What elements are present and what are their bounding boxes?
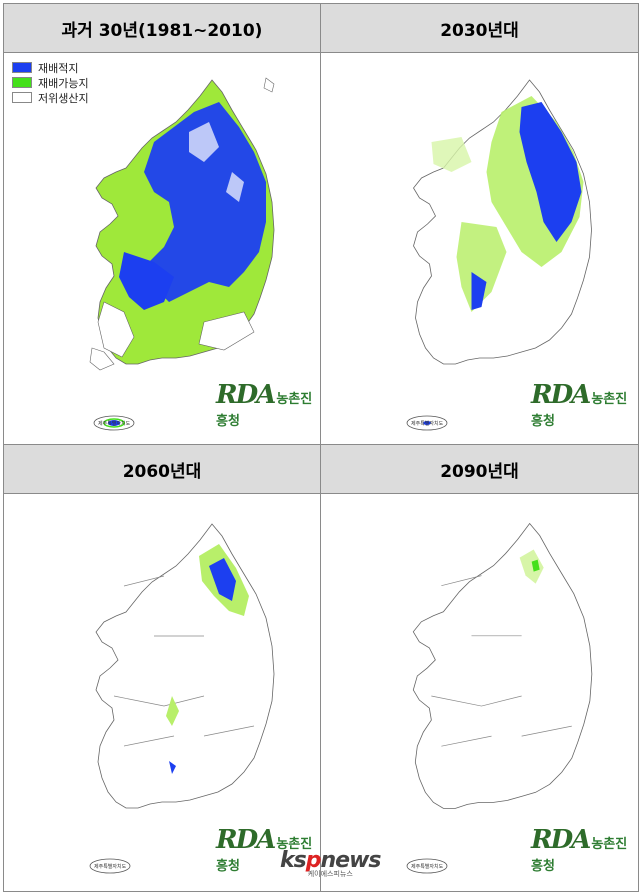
rda-logo: RDA 농촌진흥청 (531, 380, 638, 429)
legend-swatch-possible (12, 77, 32, 88)
suitability-map-2030s (413, 79, 592, 365)
panel-2060s: 2060년대 RDA 농촌진흥청 제주특별자치도 (3, 444, 321, 892)
legend: 재배적지 재배가능지 저위생산지 (12, 60, 89, 105)
rda-mark: RDA (531, 825, 591, 855)
jeju-label: 제주특별자치도 (411, 864, 444, 870)
legend-label-possible: 재배가능지 (38, 76, 89, 90)
jeju-island: 제주특별자치도 (88, 857, 132, 879)
legend-label-optimal: 재배적지 (38, 61, 79, 75)
legend-swatch-optimal (12, 62, 32, 73)
optimal-zone (144, 102, 266, 302)
suitability-map-2060s (95, 523, 275, 809)
jeju-island: 제주특별자치도 (405, 857, 449, 879)
panel-title: 2060년대 (4, 445, 320, 494)
jeju-label: 제주특별자치도 (98, 421, 131, 427)
jeju-island: 제주특별자치도 (405, 414, 449, 436)
legend-swatch-low (12, 92, 32, 103)
panel-title: 2090년대 (321, 445, 638, 494)
legend-item-possible: 재배가능지 (12, 75, 89, 90)
rda-logo: RDA 농촌진흥청 (531, 825, 638, 874)
jeju-island: 제주특별자치도 (92, 414, 136, 436)
legend-label-low: 저위생산지 (38, 91, 89, 105)
rda-text: 농촌진흥청 (216, 392, 313, 429)
watermark-sub: 케이에스피뉴스 (307, 870, 353, 878)
watermark-main: kspnews (280, 848, 382, 873)
suitability-map-2090s (412, 522, 593, 809)
panel-title: 과거 30년(1981~2010) (4, 4, 320, 53)
rda-text: 농촌진흥청 (216, 837, 313, 874)
rda-mark: RDA (216, 380, 276, 410)
kspnews-watermark: kspnews 케이에스피뉴스 (280, 848, 382, 879)
legend-item-optimal: 재배적지 (12, 60, 89, 75)
rda-mark: RDA (216, 825, 276, 855)
jeju-label: 제주특별자치도 (411, 421, 444, 427)
rda-mark: RDA (531, 380, 591, 410)
jeju-label: 제주특별자치도 (94, 864, 127, 870)
panel-baseline: 과거 30년(1981~2010) 재배적지 재배가능지 저위생산지 RDA 농촌… (3, 3, 321, 445)
suitability-map-baseline (89, 77, 275, 371)
panel-2030s: 2030년대 RDA 농촌진흥청 제주특별자치도 (320, 3, 639, 445)
rda-logo: RDA 농촌진흥청 (216, 825, 320, 874)
panel-2090s: 2090년대 RDA 농촌진흥청 제주특별자치도 (320, 444, 639, 892)
rda-text: 농촌진흥청 (531, 837, 628, 874)
legend-item-low: 저위생산지 (12, 90, 89, 105)
rda-text: 농촌진흥청 (531, 392, 628, 429)
panel-title: 2030년대 (321, 4, 638, 53)
rda-logo: RDA 농촌진흥청 (216, 380, 320, 429)
